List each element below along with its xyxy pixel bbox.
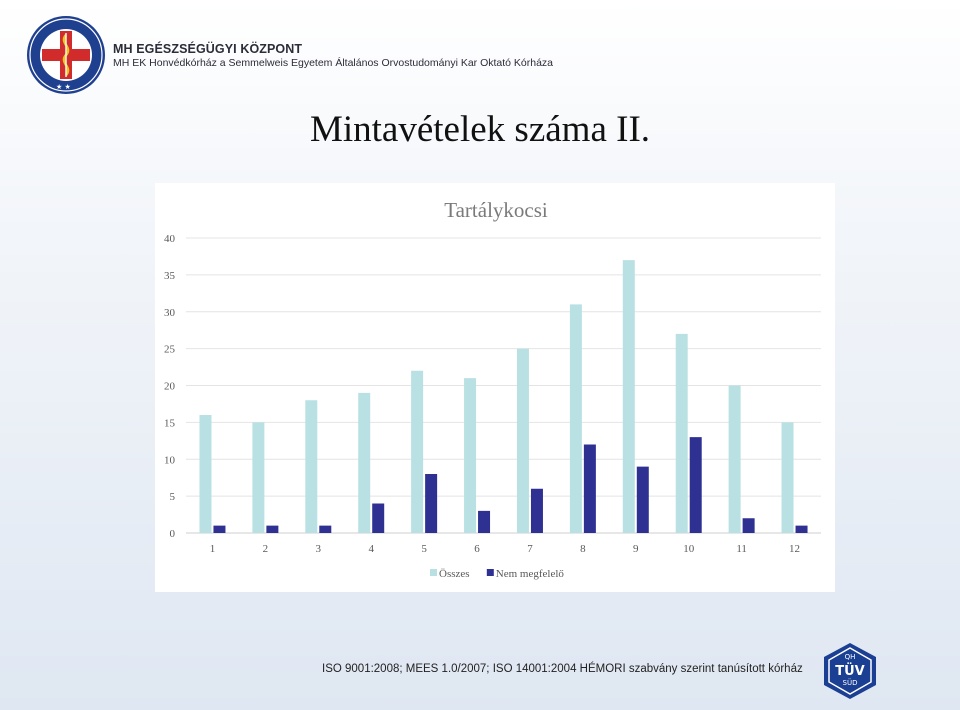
x-tick-label: 10: [683, 543, 695, 555]
bar-osszes: [516, 348, 529, 533]
x-tick-label: 1: [210, 543, 216, 555]
org-subtitle: MH EK Honvédkórház a Semmelweis Egyetem …: [113, 57, 554, 69]
y-tick-label: 35: [164, 270, 176, 282]
bar-osszes: [728, 385, 741, 533]
badge-top-text: QH: [845, 653, 856, 661]
x-tick-label: 6: [474, 543, 480, 555]
x-tick-label: 3: [316, 543, 322, 555]
svg-text:★ ★: ★ ★: [56, 83, 71, 91]
legend-label: Nem megfelelő: [496, 568, 565, 580]
bar-nem-megfelelo: [742, 518, 755, 533]
bar-nem-megfelelo: [213, 525, 226, 533]
y-tick-label: 10: [164, 454, 176, 466]
y-tick-label: 20: [164, 381, 176, 393]
bar-nem-megfelelo: [478, 510, 491, 533]
x-tick-label: 7: [527, 543, 533, 555]
chart-title: Tartálykocsi: [444, 198, 548, 222]
legend-swatch: [430, 569, 437, 576]
legend-swatch: [486, 569, 494, 576]
bar-nem-megfelelo: [636, 466, 649, 533]
bar-nem-megfelelo: [425, 474, 438, 533]
badge-mid-text: TÜV: [835, 663, 865, 679]
bar-osszes: [464, 378, 477, 533]
bar-nem-megfelelo: [689, 437, 702, 533]
bar-nem-megfelelo: [530, 488, 543, 533]
y-tick-label: 25: [164, 344, 176, 356]
bar-osszes: [252, 422, 265, 533]
bar-osszes: [199, 415, 212, 533]
x-tick-label: 9: [633, 543, 639, 555]
bar-osszes: [411, 370, 424, 533]
x-tick-label: 11: [736, 543, 747, 555]
bar-nem-megfelelo: [795, 525, 808, 533]
certification-text: ISO 9001:2008; MEES 1.0/2007; ISO 14001:…: [322, 663, 803, 675]
x-tick-label: 2: [263, 543, 269, 555]
x-tick-label: 4: [368, 543, 374, 555]
bar-osszes: [358, 392, 371, 533]
y-tick-label: 30: [164, 307, 176, 319]
bar-nem-megfelelo: [266, 525, 279, 533]
y-tick-label: 5: [170, 491, 176, 503]
bar-nem-megfelelo: [372, 503, 385, 533]
page-title: Mintavételek száma II.: [309, 109, 651, 150]
bar-nem-megfelelo: [319, 525, 332, 533]
header: ★ ★ MH EGÉSZSÉGÜGYI KÖZPONT MH EK Honvéd…: [0, 0, 960, 100]
bar-nem-megfelelo: [583, 444, 596, 533]
y-tick-label: 15: [164, 417, 176, 429]
bar-osszes: [781, 422, 794, 533]
x-tick-label: 8: [580, 543, 586, 555]
bar-osszes: [305, 400, 318, 533]
bar-osszes: [622, 260, 635, 533]
tuv-certification-badge: QH TÜV SÜD: [824, 643, 876, 699]
x-tick-label: 5: [421, 543, 427, 555]
y-tick-label: 0: [170, 528, 176, 540]
x-tick-label: 12: [789, 543, 800, 555]
org-name: MH EGÉSZSÉGÜGYI KÖZPONT: [113, 42, 303, 56]
badge-bottom-text: SÜD: [843, 678, 858, 687]
y-tick-label: 40: [164, 233, 176, 245]
bar-osszes: [569, 304, 582, 533]
hospital-logo: ★ ★: [27, 16, 105, 94]
bar-osszes: [675, 333, 688, 533]
legend-label: Összes: [439, 568, 470, 580]
